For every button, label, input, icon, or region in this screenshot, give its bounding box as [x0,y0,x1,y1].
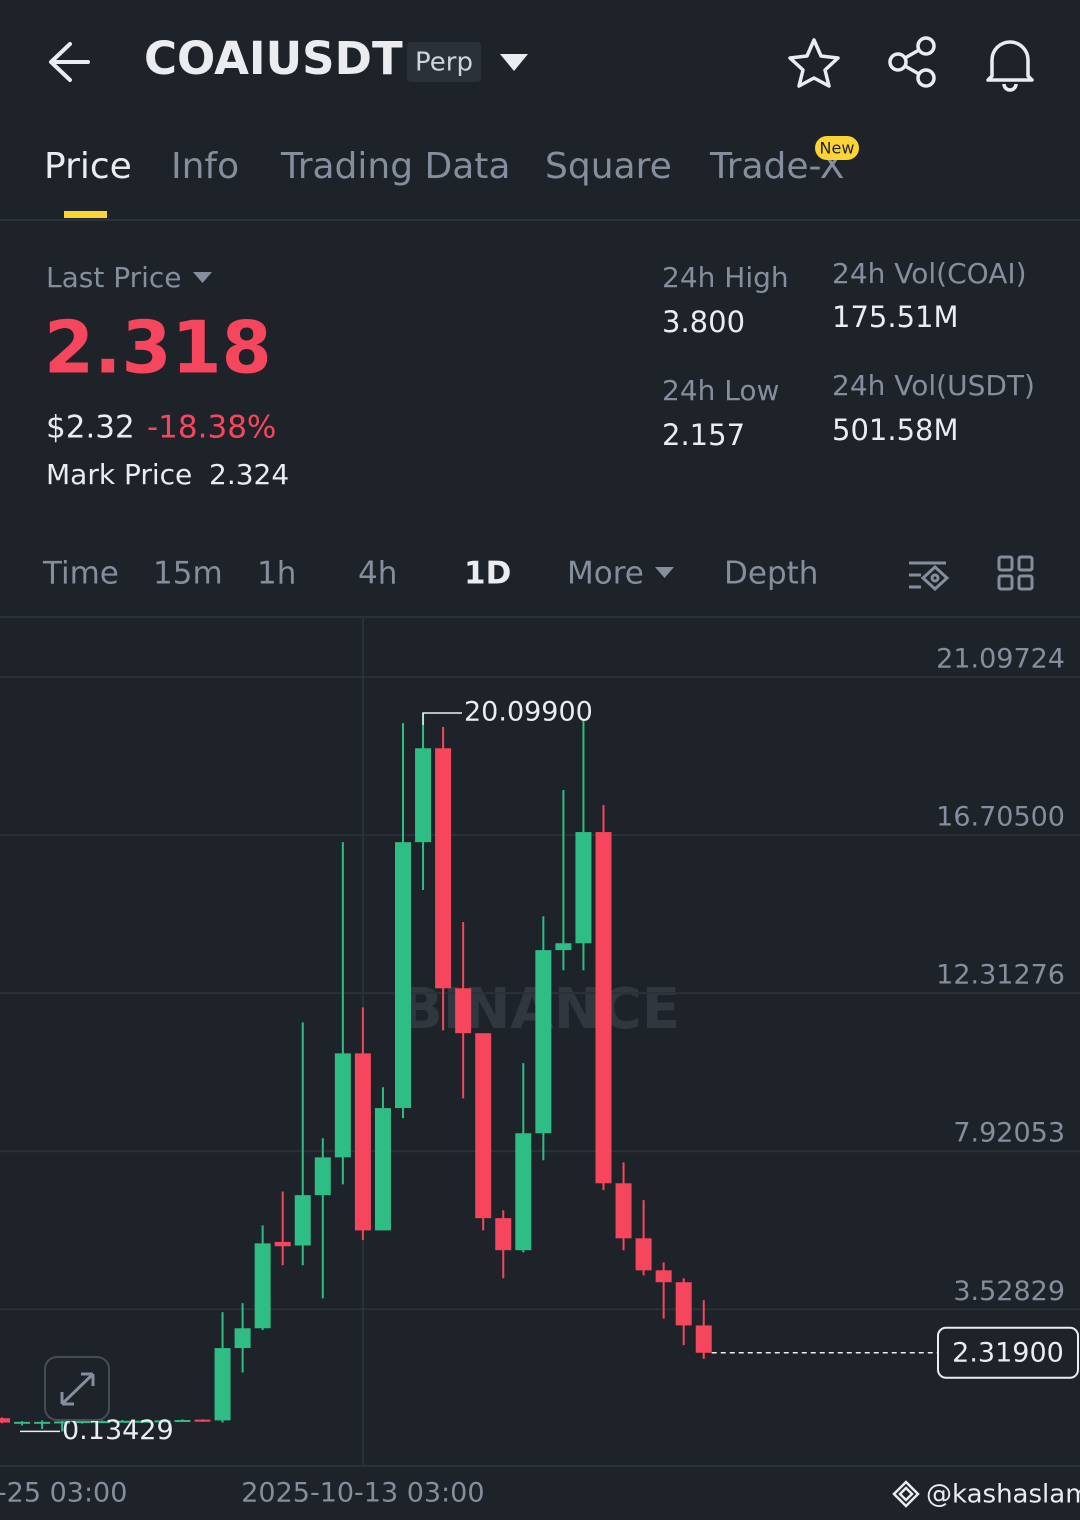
candle-body [254,1243,271,1329]
candle-body [695,1325,712,1353]
symbol-dropdown[interactable] [500,54,528,71]
tab[interactable]: Info [171,146,239,187]
mark-price: 2.324 [209,458,289,491]
low-label: 24h Low [662,374,779,407]
fullscreen-icon [60,1372,95,1406]
more-dropdown[interactable] [655,567,674,578]
candle-body [174,1420,191,1423]
y-tick-label: 7.92053 [953,1118,1065,1149]
interval[interactable]: 1D [464,556,511,592]
candle-body [74,1421,91,1424]
candle-body [675,1282,692,1326]
new-badge [815,136,859,160]
last-price-tag: 2.31900 [952,1337,1064,1368]
candle-body [214,1348,231,1421]
candle-body [635,1238,652,1271]
interval[interactable]: Time [42,556,119,592]
high-value: 3.800 [662,305,745,339]
share-icon[interactable] [888,36,936,88]
candle-body [555,943,572,951]
candle-body [595,832,612,1184]
tab[interactable]: Price [44,146,132,187]
vol-coai-value: 175.51M [832,300,959,334]
candle-body [495,1218,512,1251]
candle-body [515,1133,532,1251]
favorite-icon[interactable] [788,38,840,88]
perp-badge [407,42,481,82]
interval[interactable]: 1h [257,556,296,592]
interval[interactable]: Depth [724,556,818,592]
y-tick-label: 16.70500 [936,802,1065,833]
candle-body [415,748,432,843]
candle-body [54,1421,71,1424]
usd-price: $2.32 [46,410,135,446]
candle-body [575,832,592,944]
y-tick-label: 21.09724 [936,644,1065,675]
interval[interactable]: 15m [153,556,223,592]
tab[interactable]: Trading Data [280,146,510,187]
symbol: COAIUSDT [144,32,403,85]
candle-body [475,1033,492,1219]
candle-body [14,1421,31,1424]
layout-icon[interactable] [997,555,1034,591]
tab[interactable]: Square [545,146,672,187]
candle-body [535,950,552,1134]
candle-body [194,1419,211,1422]
candle-body [274,1241,291,1247]
candle-body [294,1195,311,1246]
high-annotation: 20.09900 [464,697,593,728]
candle-body [34,1421,51,1424]
candle-body [134,1420,151,1423]
candle-body [615,1183,632,1239]
interval[interactable]: 4h [358,556,397,592]
candle-body [334,1053,351,1158]
vol-usdt-label: 24h Vol(USDT) [832,369,1035,402]
last-price: 2.318 [44,306,272,390]
high-label: 24h High [662,261,789,294]
candle-body [154,1420,171,1423]
y-tick-label: 12.31276 [936,960,1065,991]
active-tab-indicator [64,211,107,218]
perp-badge-text: Perp [415,48,473,78]
last-price-label: Last Price [46,261,182,294]
candle-body [395,842,411,1109]
candle-body [114,1420,131,1423]
candle-body [234,1328,251,1349]
candle-body [94,1421,111,1424]
candle-body [435,748,452,989]
price-change: -18.38% [147,410,276,446]
high-marker [422,712,462,726]
interval[interactable]: More [567,556,644,592]
last-price-box [937,1326,1079,1379]
mark-price-label: Mark Price [46,458,192,491]
indicator-settings-icon[interactable] [909,561,950,592]
y-tick-label: 3.52829 [953,1276,1065,1307]
credit: @kashaslam [926,1480,1080,1510]
vol-coai-label: 24h Vol(COAI) [832,257,1027,290]
x-tick-label: 2025-10-13 03:00 [241,1478,484,1509]
new-badge-text: New [820,139,855,158]
candle-body [655,1270,672,1283]
vol-usdt-value: 501.58M [832,413,959,447]
back-button[interactable] [49,42,90,82]
candle-body [374,1108,391,1231]
last-price-dropdown[interactable] [193,272,212,283]
binance-logo [892,1480,920,1508]
candle-body [0,1418,10,1423]
low-value: 2.157 [662,418,745,452]
x-tick-label: -25 03:00 [0,1478,127,1509]
candle-body [354,1053,371,1231]
alert-icon[interactable] [986,40,1034,92]
candle-body [314,1157,331,1196]
candle-chart: 21.09724 16.70500 12.31276 7.92053 3.52829 -2… [0,618,1080,1509]
candle-body [455,988,472,1034]
